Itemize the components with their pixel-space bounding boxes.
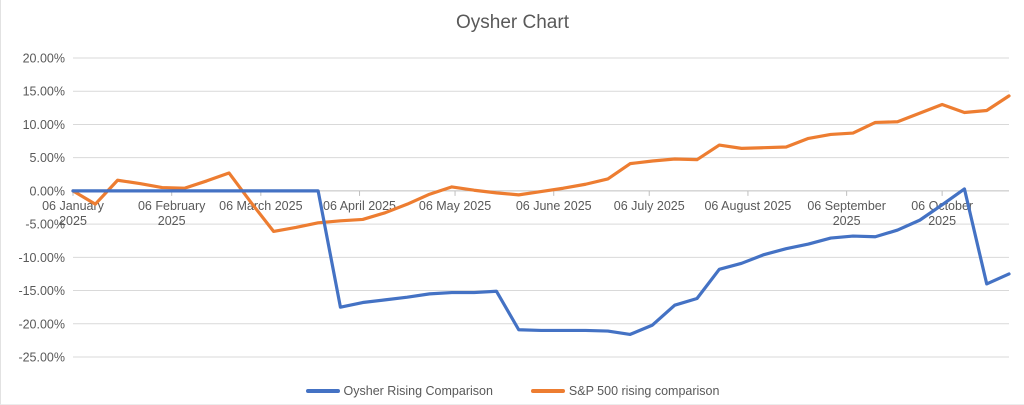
y-tick-label: 15.00% [23,85,65,99]
y-tick-label: -20.00% [18,317,65,331]
series-line-oysher [71,187,1011,337]
y-tick-label: -5.00% [25,218,65,232]
x-tick-label: 06 September 2025 [807,199,886,228]
y-tick-label: -25.00% [18,351,65,365]
legend: Oysher Rising Comparison S&P 500 rising … [1,384,1024,398]
x-tick-label: 06 June 2025 [516,199,592,213]
legend-label-sp500: S&P 500 rising comparison [568,384,720,398]
legend-swatch-oysher-line-icon [305,389,340,393]
y-tick-label: -15.00% [18,284,65,298]
chart-title: Oysher Chart [456,12,569,33]
y-tick-label: -10.00% [18,251,65,265]
y-tick-label: 10.00% [23,118,65,132]
y-tick-label: 0.00% [30,184,65,198]
x-tick-label: 06 March 2025 [219,199,302,213]
x-tick-label: 06 August 2025 [704,199,791,213]
legend-item-sp500: S&P 500 rising comparison [530,384,720,398]
x-tick-label: 06 May 2025 [419,199,491,213]
legend-label-oysher: Oysher Rising Comparison [343,384,493,398]
x-tick-label: 06 July 2025 [614,199,685,213]
x-tick-label: 06 February 2025 [138,199,206,228]
series-line-sp500 [71,94,1011,234]
x-tick-label: 06 January 2025 [42,199,105,228]
legend-swatch-sp500-line-icon [530,389,565,393]
y-tick-label: 20.00% [23,52,65,66]
x-tick-label: 06 April 2025 [323,199,396,213]
legend-item-oysher: Oysher Rising Comparison [305,384,493,398]
y-tick-label: 5.00% [30,151,65,165]
